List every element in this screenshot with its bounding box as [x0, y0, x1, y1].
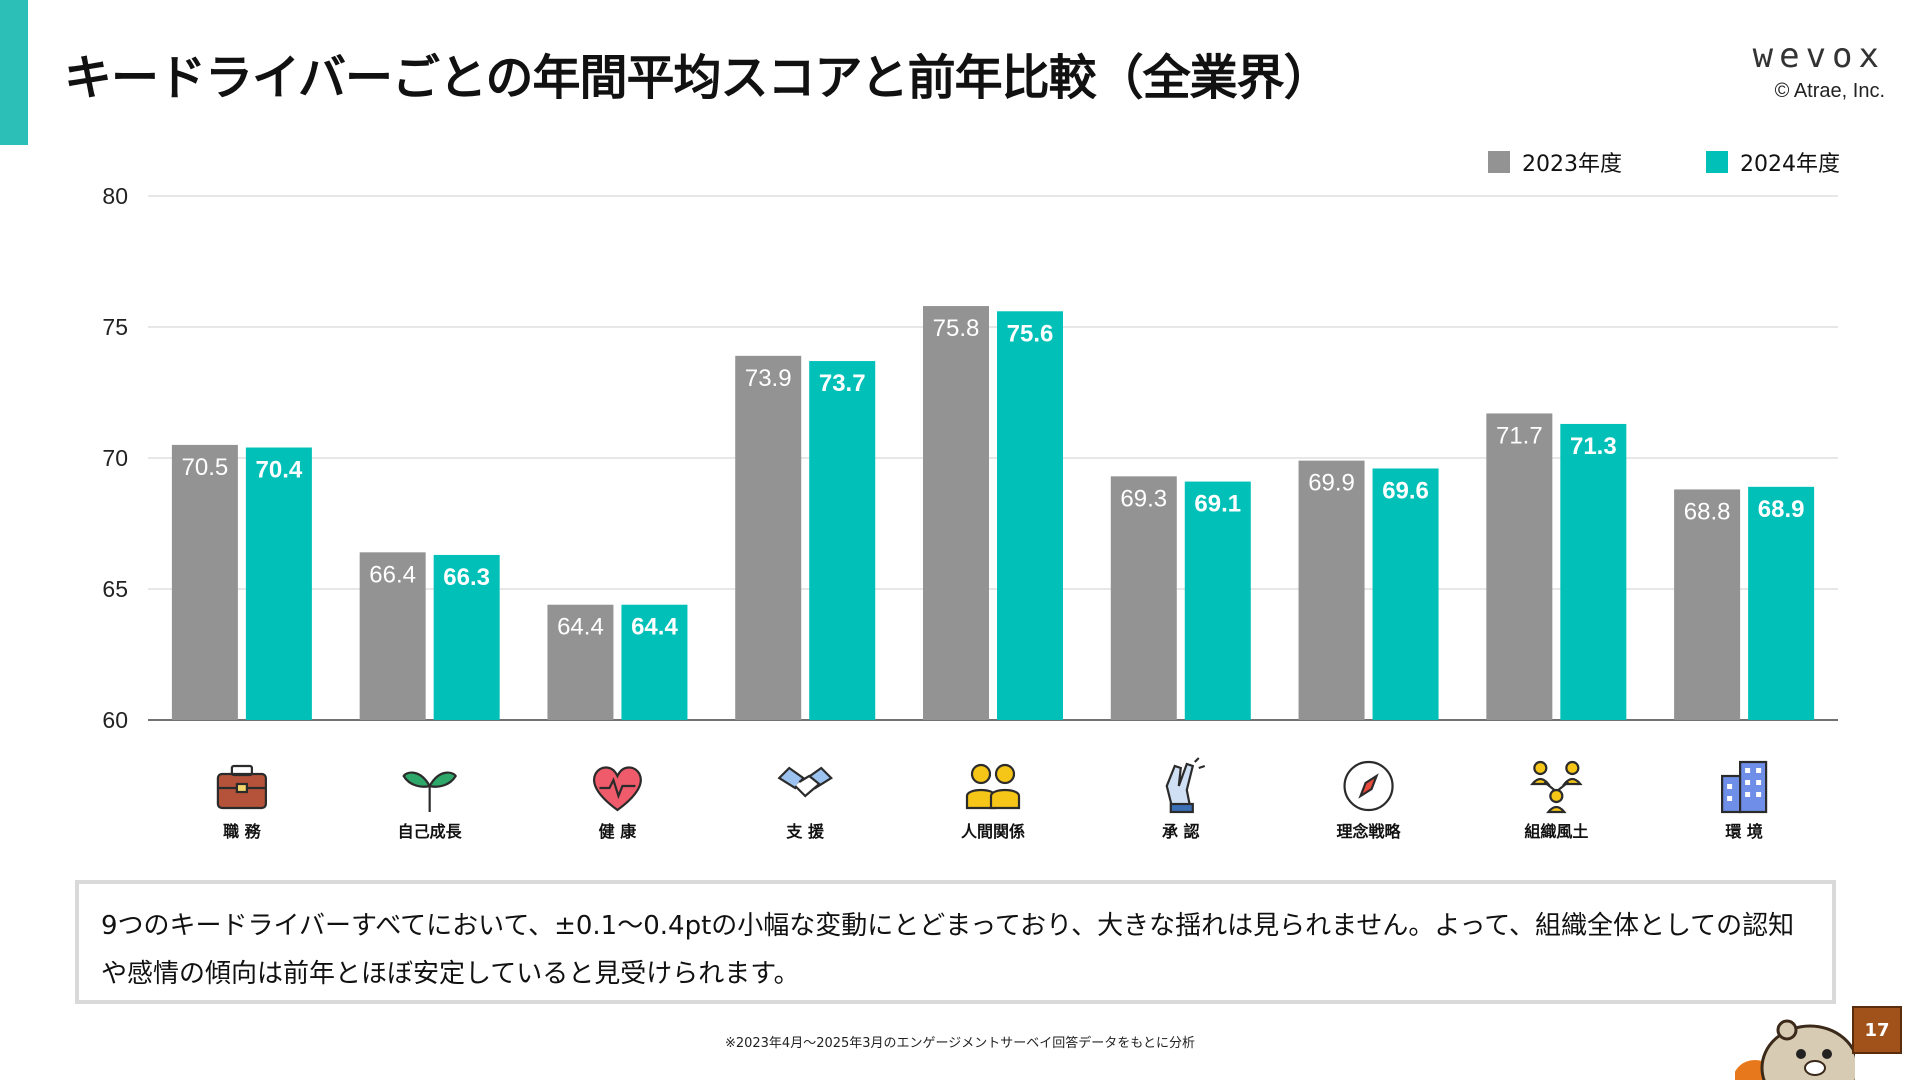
- copyright-text: © Atrae, Inc.: [1774, 80, 1885, 102]
- data-label-2023-6: 69.9: [1308, 470, 1355, 497]
- page-title: キードライバーごとの年間平均スコアと前年比較（全業界）: [64, 50, 1332, 106]
- bar-2024-7: [1560, 423, 1627, 720]
- bar-2024-3: [809, 361, 876, 720]
- bar-2024-2: [621, 604, 688, 720]
- category-label-2: 健 康: [599, 822, 638, 841]
- bar-2024-1: [433, 554, 500, 720]
- building-icon: [1721, 760, 1768, 814]
- data-label-2024-6: 69.6: [1382, 477, 1429, 504]
- bar-2023-1: [359, 552, 426, 720]
- data-label-2023-1: 66.4: [369, 561, 416, 588]
- category-label-7: 組織風土: [1524, 822, 1588, 841]
- category-label-3: 支 援: [785, 822, 825, 841]
- legend-item-2023: 2023年度: [1488, 146, 1622, 178]
- y-tick-label-75: 75: [102, 314, 128, 340]
- legend-label-2024: 2024年度: [1740, 152, 1840, 177]
- category-label-4: 人間関係: [961, 822, 1025, 841]
- bar-2023-6: [1298, 460, 1365, 720]
- briefcase-icon: [216, 764, 267, 810]
- legend-swatch-2024: [1706, 151, 1728, 173]
- bar-2024-4: [997, 311, 1063, 720]
- org-network-icon: [1530, 760, 1583, 814]
- mascot-icon: [1735, 1019, 1855, 1080]
- data-label-2023-5: 69.3: [1120, 485, 1167, 512]
- bar-2024-5: [1184, 481, 1251, 720]
- data-label-2024-5: 69.1: [1194, 491, 1241, 518]
- bar-2023-2: [547, 604, 614, 720]
- data-label-2024-4: 75.6: [1007, 320, 1054, 347]
- data-label-2023-3: 73.9: [745, 365, 792, 392]
- bar-2023-3: [735, 355, 802, 720]
- bar-chart: 60 65 70 75 80 70.5 70.4 職 務 66.4 66.3 自己成長 64.4 64.…: [102, 183, 1838, 841]
- y-tick-label-65: 65: [102, 576, 128, 602]
- bar-2023-5: [1110, 476, 1177, 720]
- data-label-2023-0: 70.5: [182, 454, 229, 481]
- data-label-2024-0: 70.4: [256, 457, 303, 484]
- data-label-2023-4: 75.8: [933, 315, 980, 342]
- data-label-2024-8: 68.9: [1758, 496, 1805, 523]
- high-five-icon: [1165, 757, 1206, 814]
- compass-icon: [1343, 760, 1394, 812]
- brand-logo: wevox: [1752, 36, 1885, 76]
- bar-2024-6: [1372, 468, 1439, 720]
- people-icon: [965, 763, 1021, 810]
- sprout-icon: [402, 771, 457, 812]
- data-label-2023-2: 64.4: [557, 614, 604, 641]
- bar-2023-0: [171, 444, 238, 720]
- category-label-0: 職 務: [223, 822, 262, 841]
- accent-bar: [0, 0, 28, 145]
- y-tick-label-70: 70: [102, 445, 128, 471]
- summary-text: 9つのキードライバーすべてにおいて、±0.1〜0.4ptの小幅な変動にとどまって…: [101, 911, 1795, 989]
- data-label-2024-3: 73.7: [819, 370, 866, 397]
- y-tick-label-80: 80: [102, 183, 128, 209]
- bar-2023-7: [1486, 413, 1553, 720]
- footnote: ※2023年4月〜2025年3月のエンゲージメントサーベイ回答データをもとに分析: [724, 1036, 1196, 1051]
- handshake-icon: [777, 766, 833, 798]
- category-label-5: 承 認: [1162, 822, 1200, 841]
- data-label-2024-7: 71.3: [1570, 433, 1617, 460]
- bar-2023-4: [923, 306, 989, 720]
- data-label-2023-8: 68.8: [1684, 498, 1731, 525]
- bar-2024-8: [1748, 486, 1815, 720]
- category-label-6: 理念戦略: [1337, 822, 1402, 841]
- bar-2024-0: [245, 447, 312, 720]
- bar-2023-8: [1674, 489, 1741, 720]
- heart-pulse-icon: [593, 766, 642, 812]
- page-number-badge: 17: [1852, 1006, 1902, 1054]
- y-tick-label-60: 60: [102, 707, 128, 733]
- legend-label-2023: 2023年度: [1522, 152, 1622, 177]
- data-label-2023-7: 71.7: [1496, 422, 1543, 449]
- brand-block: wevox © Atrae, Inc.: [1753, 36, 1885, 103]
- summary-box: 9つのキードライバーすべてにおいて、±0.1〜0.4ptの小幅な変動にとどまって…: [75, 880, 1836, 1004]
- category-label-1: 自己成長: [398, 822, 463, 841]
- data-label-2024-1: 66.3: [443, 564, 490, 591]
- category-label-8: 環 境: [1725, 822, 1763, 841]
- legend-item-2024: 2024年度: [1706, 146, 1840, 178]
- legend-swatch-2023: [1488, 151, 1510, 173]
- data-label-2024-2: 64.4: [631, 614, 678, 641]
- chart-legend: 2023年度 2024年度: [1488, 146, 1840, 178]
